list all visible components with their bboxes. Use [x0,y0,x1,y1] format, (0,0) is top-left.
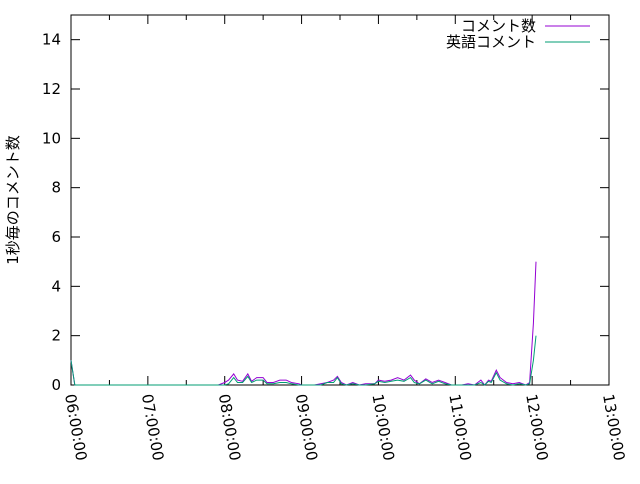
series-group [70,261,537,386]
series-line-0 [70,261,537,386]
y-tick-label: 2 [51,327,61,345]
x-tick-label: 13:00:00 [599,393,628,462]
x-tick-label: 07:00:00 [138,393,167,462]
x-tick-label: 08:00:00 [215,393,244,462]
axes: 0 2 4 6 8 10 12 14 06:00:00 07:00:00 08:00:00 09:00… [42,14,628,462]
legend-label: コメント数 [461,17,536,35]
x-tick-label: 10:00:00 [368,393,397,462]
x-tick-label: 06:00:00 [61,393,90,462]
series-line-1 [70,335,537,386]
x-tick-label: 11:00:00 [445,393,474,462]
y-axis-label: 1秒毎のコメント数 [4,135,22,265]
y-tick-label: 10 [42,129,61,147]
y-tick-label: 6 [51,228,61,246]
y-tick-label: 14 [42,31,61,49]
x-tick-label: 12:00:00 [522,393,551,462]
y-tick-label: 12 [42,80,61,98]
plot-border [70,14,610,386]
y-tick-label: 8 [51,179,61,197]
x-tick-label: 09:00:00 [292,393,321,462]
y-tick-label: 0 [51,376,61,394]
y-tick-label: 4 [51,277,61,295]
legend-label: 英語コメント [446,33,536,51]
